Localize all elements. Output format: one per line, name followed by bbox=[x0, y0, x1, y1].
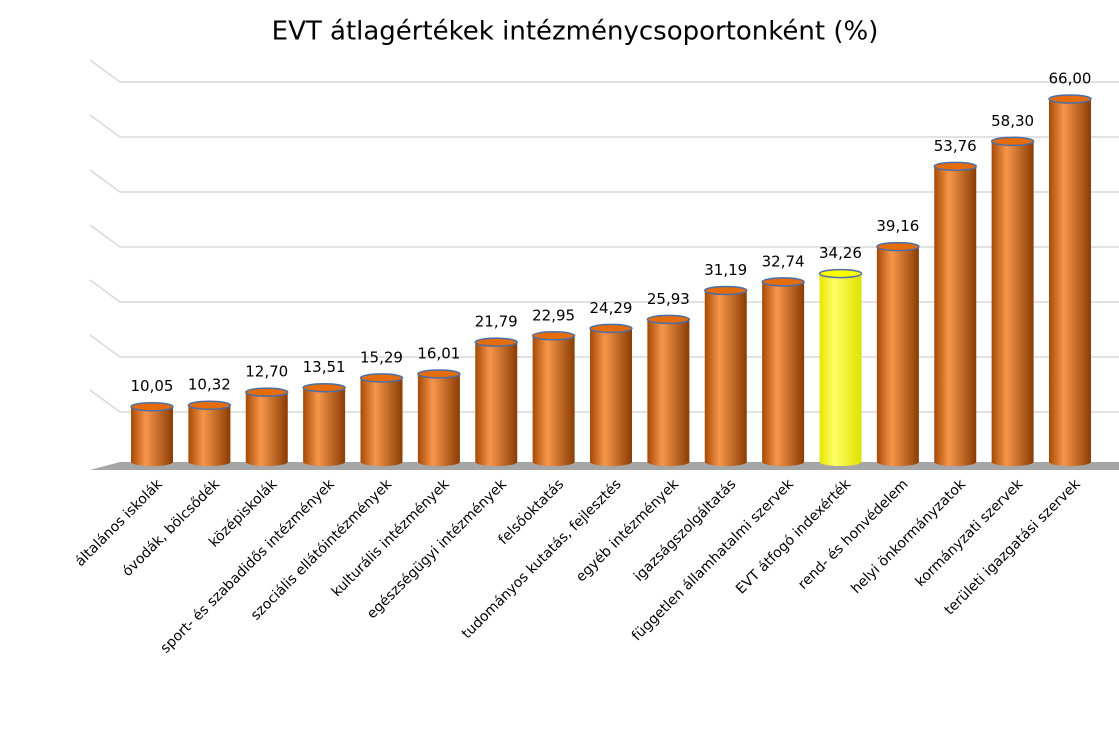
data-label: 66,00 bbox=[1049, 70, 1092, 88]
bar bbox=[762, 281, 805, 462]
bar-base bbox=[188, 458, 231, 466]
bar-base bbox=[131, 458, 173, 466]
data-label: 31,19 bbox=[704, 261, 747, 279]
bar-cap bbox=[417, 369, 461, 379]
bar-base bbox=[704, 458, 747, 466]
bar bbox=[819, 273, 862, 462]
bar bbox=[131, 406, 173, 462]
data-label: 32,74 bbox=[762, 252, 805, 270]
data-label: 12,70 bbox=[245, 363, 288, 381]
data-label: 10,32 bbox=[188, 376, 231, 394]
bar bbox=[647, 319, 690, 462]
grid-line bbox=[89, 59, 1119, 83]
data-label: 13,51 bbox=[303, 358, 346, 376]
bar-base bbox=[762, 458, 805, 466]
bar-base bbox=[819, 458, 862, 466]
data-label: 39,16 bbox=[876, 217, 919, 235]
floor bbox=[90, 462, 1119, 470]
data-label: 10,05 bbox=[131, 377, 174, 395]
bar-cap bbox=[589, 323, 633, 334]
bar-base bbox=[532, 458, 575, 466]
bar-cap bbox=[646, 314, 691, 325]
bar bbox=[188, 405, 231, 462]
bar bbox=[245, 392, 288, 462]
bar-base bbox=[991, 458, 1034, 466]
x-tick-label: kormányzati szervek bbox=[913, 476, 1027, 590]
bar bbox=[475, 342, 518, 462]
bar-base bbox=[647, 458, 690, 466]
data-label: 15,29 bbox=[360, 348, 403, 366]
bar-base bbox=[934, 458, 977, 466]
grid-line bbox=[89, 169, 1119, 193]
bar-base bbox=[360, 458, 403, 466]
bar-cap bbox=[1048, 94, 1092, 104]
bar-cap bbox=[130, 401, 174, 412]
bar-cap bbox=[245, 387, 289, 397]
bar-cap bbox=[531, 331, 576, 341]
chart-title: EVT átlagértékek intézménycsoportonként … bbox=[272, 17, 879, 47]
data-label: 53,76 bbox=[934, 137, 977, 155]
bar-base bbox=[245, 458, 288, 466]
bar bbox=[532, 335, 575, 462]
x-tick-label: EVT átfogó indexérték bbox=[733, 476, 855, 598]
x-tick-label: helyi önkormányzatok bbox=[848, 476, 969, 597]
bar bbox=[876, 246, 919, 462]
x-tick-label: egyéb intézmények bbox=[573, 476, 683, 586]
data-label: 16,01 bbox=[417, 344, 460, 362]
data-label: 21,79 bbox=[475, 313, 518, 331]
data-label: 24,29 bbox=[590, 299, 633, 317]
bar bbox=[991, 141, 1034, 462]
bar bbox=[303, 387, 346, 462]
x-tick-label: kulturális intézmények bbox=[329, 476, 453, 600]
bar-cap bbox=[876, 241, 920, 252]
bar-base bbox=[417, 458, 460, 466]
grid-line bbox=[89, 224, 1119, 248]
bar-base bbox=[303, 458, 346, 466]
bar-cap bbox=[359, 373, 404, 383]
data-label: 58,30 bbox=[991, 112, 1034, 130]
x-tick-label: óvodák, bölcsődék bbox=[120, 476, 224, 580]
data-label: 25,93 bbox=[647, 290, 690, 308]
bar-cap bbox=[818, 268, 863, 279]
bar-cap bbox=[990, 136, 1035, 147]
bar-cap bbox=[761, 277, 805, 287]
x-tick-label: rend- és honvédelem bbox=[795, 476, 911, 592]
bar-cap bbox=[933, 161, 977, 172]
bar bbox=[360, 377, 403, 462]
data-label: 22,95 bbox=[532, 306, 575, 324]
bar-cap bbox=[302, 382, 346, 393]
bar bbox=[590, 328, 632, 462]
bar-base bbox=[475, 458, 518, 466]
bar-base bbox=[590, 458, 632, 466]
bar-base bbox=[876, 458, 919, 466]
bar bbox=[417, 373, 460, 462]
bar-cap bbox=[474, 337, 518, 347]
bar-base bbox=[1049, 458, 1091, 466]
bar bbox=[704, 290, 747, 462]
x-tick-label: igazságszolgáltatás bbox=[631, 476, 739, 584]
grid-line bbox=[89, 114, 1119, 138]
bar bbox=[934, 166, 977, 462]
bar-cap bbox=[704, 285, 748, 296]
data-label: 34,26 bbox=[819, 244, 862, 262]
bar-cap bbox=[187, 400, 232, 410]
bar bbox=[1049, 99, 1091, 462]
